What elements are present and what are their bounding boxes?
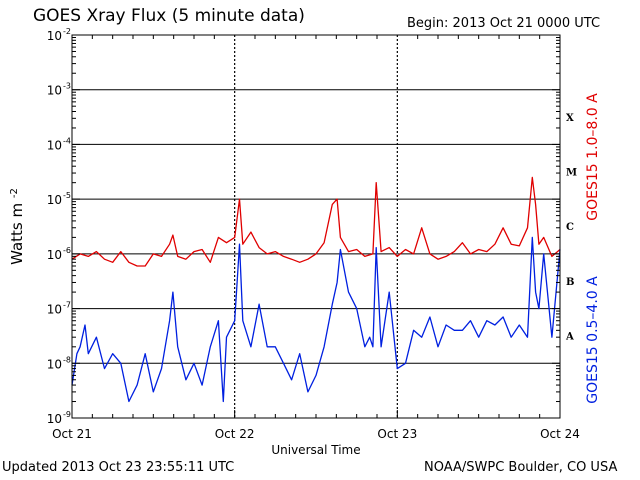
flare-class-label: X bbox=[566, 113, 574, 124]
credit-text: NOAA/SWPC Boulder, CO USA bbox=[424, 460, 618, 475]
y-axis-label: Watts m -2 bbox=[8, 188, 26, 265]
legend-entry-0: GOES15 1.0–8.0 A bbox=[585, 93, 601, 221]
y-tick-label: 10 bbox=[47, 138, 62, 152]
flare-class-label: C bbox=[566, 222, 574, 233]
y-tick-label: 10 bbox=[47, 84, 62, 98]
y-tick-label: 10 bbox=[47, 303, 62, 317]
x-tick-label: Oct 21 bbox=[52, 427, 92, 441]
x-tick-label: Oct 23 bbox=[377, 427, 417, 441]
plot-frame bbox=[71, 34, 561, 419]
page-title: GOES Xray Flux (5 minute data) bbox=[33, 6, 305, 26]
y-tick-label: 10 bbox=[47, 193, 62, 207]
y-tick-exponent: -2 bbox=[63, 27, 71, 36]
y-tick-exponent: -9 bbox=[63, 410, 71, 419]
y-tick-label: 10 bbox=[47, 357, 62, 371]
series-line-1 bbox=[71, 236, 561, 403]
x-tick-label: Oct 22 bbox=[215, 427, 255, 441]
y-tick-exponent: -3 bbox=[63, 82, 71, 91]
y-tick-exponent: -8 bbox=[63, 355, 71, 364]
grid-layer bbox=[72, 35, 560, 418]
begin-timestamp: Begin: 2013 Oct 21 0000 UTC bbox=[407, 16, 601, 31]
y-tick-label: 10 bbox=[47, 248, 62, 262]
updated-timestamp: Updated 2013 Oct 23 23:55:11 UTC bbox=[2, 460, 235, 475]
flare-class-label: B bbox=[566, 277, 574, 288]
y-tick-exponent: -7 bbox=[63, 301, 71, 310]
y-tick-exponent: -5 bbox=[63, 191, 71, 200]
x-axis-label: Universal Time bbox=[271, 443, 360, 457]
x-tick-label: Oct 24 bbox=[540, 427, 580, 441]
flare-class-label: A bbox=[565, 332, 574, 343]
flare-class-label: M bbox=[566, 168, 577, 179]
y-tick-label: 10 bbox=[47, 412, 62, 426]
series-layer bbox=[71, 176, 561, 403]
y-tick-label: 10 bbox=[47, 29, 62, 43]
series-line-0 bbox=[71, 176, 561, 267]
y-tick-exponent: -4 bbox=[63, 136, 71, 145]
y-tick-exponent: -6 bbox=[63, 246, 71, 255]
tick-layer bbox=[71, 34, 561, 419]
legend-entry-1: GOES15 0.5–4.0 A bbox=[585, 276, 601, 404]
